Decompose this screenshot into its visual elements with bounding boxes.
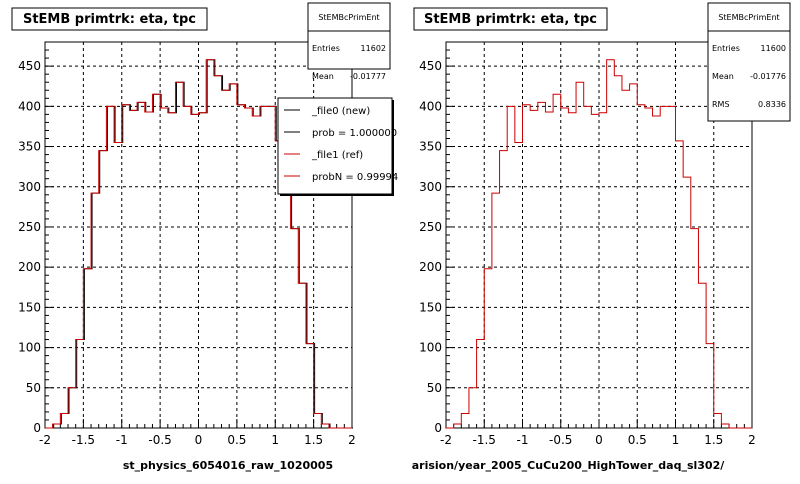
x-tick-label: -0.5 [549, 433, 572, 447]
stats-value: 0.8336 [758, 100, 786, 109]
x-tick-label: -1.5 [473, 433, 496, 447]
x-tick-label: 1.5 [304, 433, 323, 447]
x-tick-label: -1 [116, 433, 128, 447]
x-tick-label: -1 [517, 433, 529, 447]
y-tick-label: 400 [18, 99, 41, 113]
x-tick-label: 1.5 [704, 433, 723, 447]
y-tick-label: 450 [18, 59, 41, 73]
legend-label: _file0 (new) [311, 106, 370, 117]
legend-label: probN = 0.99994 [312, 172, 398, 183]
stats-value: 11600 [761, 44, 786, 53]
y-tick-label: 200 [419, 260, 442, 274]
legend-label: prob = 1.000000 [312, 128, 397, 139]
chart-title: StEMB primtrk: eta, tpc [23, 12, 196, 27]
y-tick-label: 100 [419, 341, 442, 355]
stats-box [307, 2, 391, 70]
x-tick-label: 1 [672, 433, 680, 447]
histogram-series-1 [446, 59, 752, 429]
stats-label: Mean [712, 72, 734, 81]
x-tick-label: -1.5 [72, 433, 95, 447]
stats-name: StEMBcPrimEnt [718, 13, 779, 22]
stats-value: 11602 [361, 44, 386, 53]
stats-value: -0.01777 [350, 72, 386, 81]
y-tick-label: 300 [18, 180, 41, 194]
y-tick-label: 150 [18, 300, 41, 314]
histogram-panel-1: -2 -1.5 -1 -0.5 0 0.5 1 1.5 2 0 50 100 150 200 250 300 3… [11, 2, 398, 447]
stats-label: Entries [712, 44, 740, 53]
y-tick-label: 350 [419, 140, 442, 154]
x-tick-label: 0.5 [628, 433, 647, 447]
footer-text: st_physics_6054016_raw_1020005 [123, 459, 333, 472]
stats-value: -0.01776 [750, 72, 786, 81]
x-tick-label: 0.5 [227, 433, 246, 447]
y-tick-label: 0 [434, 421, 442, 435]
y-tick-label: 50 [427, 381, 442, 395]
y-tick-label: 0 [33, 421, 41, 435]
stats-label: Entries [312, 44, 340, 53]
y-tick-label: 250 [419, 220, 442, 234]
y-tick-label: 450 [419, 59, 442, 73]
title-box [413, 7, 608, 31]
x-tick-label: -2 [39, 433, 51, 447]
x-tick-label: -0.5 [148, 433, 171, 447]
y-tick-label: 350 [18, 140, 41, 154]
y-tick-label: 150 [419, 300, 442, 314]
y-tick-label: 300 [419, 180, 442, 194]
chart-title: StEMB primtrk: eta, tpc [424, 12, 597, 27]
x-tick-label: -2 [440, 433, 452, 447]
histogram-series-2 [45, 59, 352, 429]
y-tick-label: 100 [18, 341, 41, 355]
stats-box [707, 2, 791, 122]
y-tick-label: 400 [419, 99, 442, 113]
stats-label: Mean [312, 72, 334, 81]
stats-name: StEMBcPrimEnt [318, 13, 379, 22]
x-tick-label: 2 [348, 433, 356, 447]
y-tick-label: 200 [18, 260, 41, 274]
title-box [11, 7, 208, 31]
y-tick-label: 250 [18, 220, 41, 234]
x-tick-label: 1 [271, 433, 279, 447]
x-tick-label: 2 [748, 433, 756, 447]
legend-label: _file1 (ref) [311, 150, 363, 161]
x-tick-label: 0 [595, 433, 603, 447]
x-tick-label: 0 [195, 433, 203, 447]
legend-box [277, 97, 393, 195]
stats-label: RMS [712, 100, 730, 109]
footer-text: arision/year_2005_CuCu200_HighTower_daq_… [412, 459, 725, 472]
histogram-panel-2: -2 -1.5 -1 -0.5 0 0.5 1 1.5 2 0 50 100 150 200 250 300 3… [413, 2, 791, 447]
y-tick-label: 50 [26, 381, 41, 395]
